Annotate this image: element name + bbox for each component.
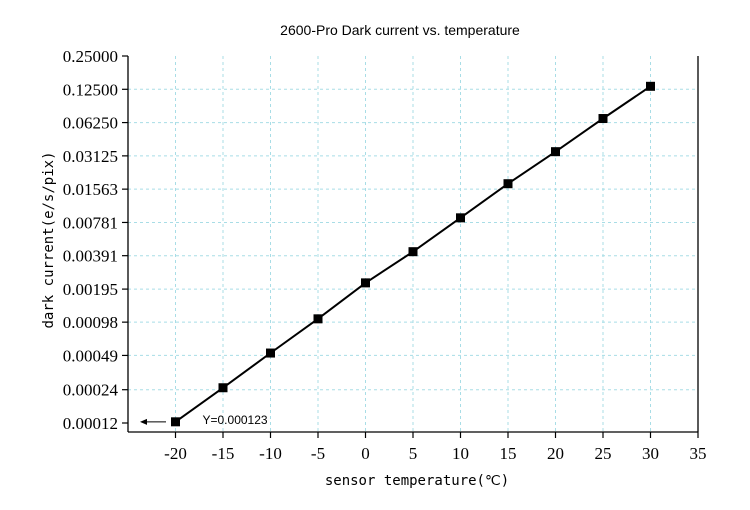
- data-point: [408, 247, 418, 257]
- y-tick-label: 0.12500: [63, 80, 118, 99]
- annotation-arrow-head: [140, 418, 147, 425]
- y-tick-label: 0.03125: [63, 147, 118, 166]
- data-point: [598, 114, 608, 124]
- chart-title: 2600-Pro Dark current vs. temperature: [280, 22, 520, 38]
- x-tick-label: 35: [690, 444, 707, 463]
- x-tick-label: 10: [452, 444, 469, 463]
- y-tick-label: 0.00049: [63, 346, 118, 365]
- series: [171, 81, 655, 427]
- x-tick-label: 15: [500, 444, 517, 463]
- y-tick-label: 0.01563: [63, 180, 118, 199]
- annotations: Y=0.000123: [140, 413, 268, 427]
- x-axis-label: sensor temperature(℃): [325, 473, 509, 489]
- y-tick-label: 0.00098: [63, 313, 118, 332]
- data-point: [171, 417, 180, 427]
- x-tick-label: 20: [547, 444, 564, 463]
- data-point: [456, 213, 465, 223]
- data-point: [266, 348, 275, 358]
- y-tick-label: 0.00024: [63, 381, 119, 400]
- y-axis-label: dark current(e/s/pix): [41, 151, 57, 328]
- data-point: [551, 147, 560, 157]
- x-tick-label: 30: [642, 444, 659, 463]
- y-tick-label: 0.00391: [63, 247, 118, 266]
- y-tick-label: 0.00781: [63, 213, 118, 232]
- x-tick-label: 25: [595, 444, 612, 463]
- x-tick-label: 5: [409, 444, 418, 463]
- data-point: [218, 383, 228, 393]
- ticks: -20 -15 -10 -5 0 5 10 15 20 25 30 35 0.00012 0.00024 0…: [63, 47, 707, 463]
- y-tick-label: 0.00195: [63, 280, 118, 299]
- x-tick-label: -20: [164, 444, 187, 463]
- x-tick-label: -15: [212, 444, 235, 463]
- annotation-label: Y=0.000123: [203, 413, 268, 427]
- y-tick-label: 0.00012: [63, 414, 118, 433]
- data-point: [313, 314, 323, 324]
- data-point: [646, 81, 655, 91]
- y-tick-label: 0.25000: [63, 47, 118, 66]
- x-tick-label: 0: [361, 444, 370, 463]
- data-point: [503, 179, 513, 189]
- y-tick-label: 0.06250: [63, 114, 118, 133]
- x-tick-label: -10: [259, 444, 282, 463]
- data-point: [361, 278, 370, 288]
- x-tick-label: -5: [311, 444, 325, 463]
